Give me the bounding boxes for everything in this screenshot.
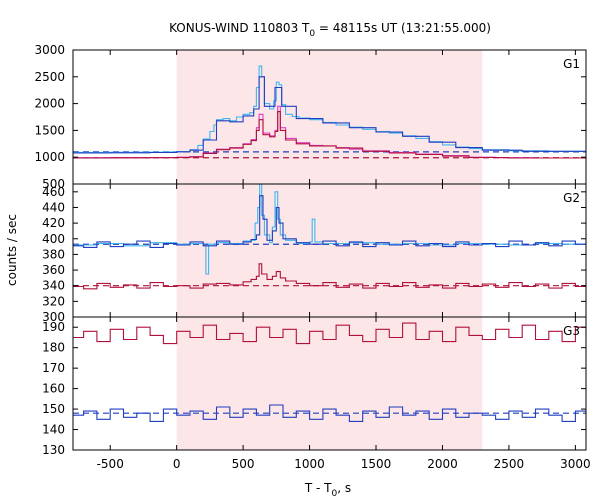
y-tick-label: 150 xyxy=(42,402,65,416)
y-tick-label: 2000 xyxy=(34,97,65,111)
series-step-line xyxy=(73,195,586,248)
x-tick-label: -500 xyxy=(97,457,124,471)
panel-frame xyxy=(72,316,587,451)
y-axis-label: counts / sec xyxy=(5,214,19,286)
y-tick-label: 2500 xyxy=(34,70,65,84)
chart-title: KONUS-WIND 110803 T0 = 48115s UT (13:21:… xyxy=(169,21,491,39)
y-tick-label: 160 xyxy=(42,382,65,396)
y-tick-label: 500 xyxy=(42,177,65,191)
shaded-interval xyxy=(176,50,483,450)
panel-data xyxy=(73,322,586,422)
y-tick-label: 380 xyxy=(42,247,65,261)
y-tick-label: 320 xyxy=(42,294,65,308)
y-tick-label: 300 xyxy=(42,310,65,324)
y-tick-label: 1500 xyxy=(34,123,65,137)
x-tick-label: 1000 xyxy=(294,457,325,471)
y-tick-label: 190 xyxy=(42,320,65,334)
series-step-line xyxy=(73,263,586,290)
y-tick-label: 460 xyxy=(42,185,65,199)
panel-g1: 500 1000 1500 2000 2500 3000 G1 xyxy=(34,43,587,191)
x-tick-label: 500 xyxy=(232,457,255,471)
y-tick-label: 3000 xyxy=(34,43,65,57)
panel-label: G2 xyxy=(563,191,580,205)
panel-g3: 130 140 150 160 170 180 190 G3 xyxy=(42,316,587,457)
y-tick-label: 140 xyxy=(42,423,65,437)
x-tick-label: 1500 xyxy=(361,457,392,471)
y-tick-label: 400 xyxy=(42,232,65,246)
panel-data xyxy=(73,184,586,290)
series-step-line xyxy=(73,404,586,422)
y-tick-label: 170 xyxy=(42,361,65,375)
panel-label: G3 xyxy=(563,324,580,338)
y-tick-label: 340 xyxy=(42,279,65,293)
series-step-line xyxy=(73,111,586,159)
panels: 50010001500200025003000G1300320340360380… xyxy=(34,43,590,471)
panel-label: G1 xyxy=(563,57,580,71)
panel-data xyxy=(73,65,586,159)
x-tick-label: 2500 xyxy=(494,457,525,471)
series-step-line xyxy=(73,322,586,345)
y-tick-label: 1000 xyxy=(34,150,65,164)
y-tick-label: 360 xyxy=(42,263,65,277)
x-tick-label: 2000 xyxy=(427,457,458,471)
x-axis-label: T - T0, s xyxy=(304,481,351,499)
y-tick-label: 180 xyxy=(42,341,65,355)
y-tick-label: 440 xyxy=(42,200,65,214)
x-tick-label: 3000 xyxy=(560,457,591,471)
x-tick-label: 0 xyxy=(173,457,181,471)
series-step-line xyxy=(73,76,586,154)
y-tick-label: 420 xyxy=(42,216,65,230)
y-tick-label: 130 xyxy=(42,443,65,457)
